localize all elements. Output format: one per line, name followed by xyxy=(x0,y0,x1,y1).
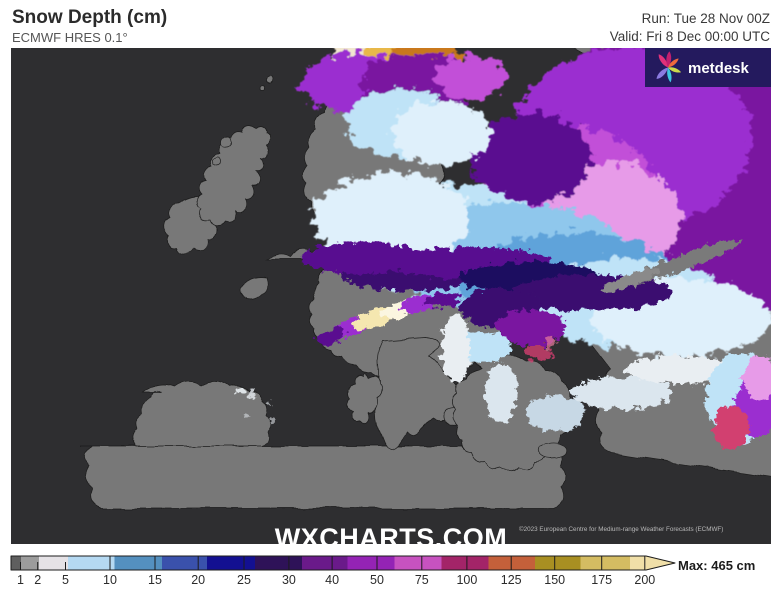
svg-text:metdesk: metdesk xyxy=(688,60,750,77)
